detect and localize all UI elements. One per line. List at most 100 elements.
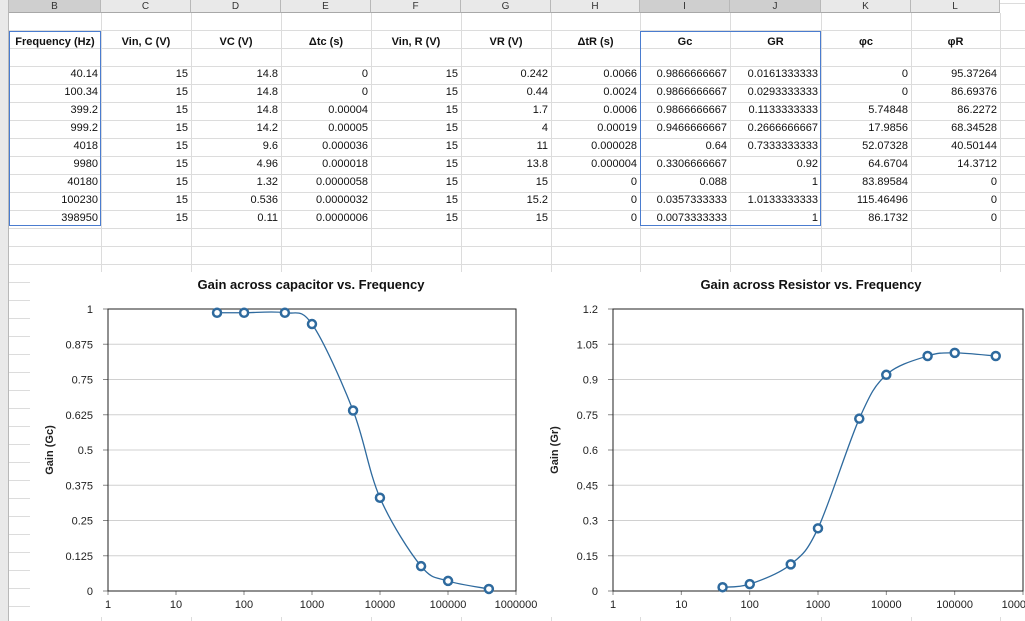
cell[interactable]: 1.7: [532, 104, 548, 116]
cell[interactable]: 1: [811, 212, 818, 224]
cell[interactable]: 40180: [67, 176, 98, 188]
cell[interactable]: 0.00019: [597, 122, 637, 134]
cell[interactable]: 0.2666666667: [747, 122, 818, 134]
header-cell-c[interactable]: Vin, C (V): [121, 36, 171, 48]
cell[interactable]: 0.00004: [328, 104, 368, 116]
cell[interactable]: 15: [445, 140, 458, 152]
cell[interactable]: 0.000036: [322, 140, 368, 152]
cell[interactable]: 0.64: [705, 140, 727, 152]
cell[interactable]: 86.2272: [957, 104, 997, 116]
cell[interactable]: 15: [175, 86, 188, 98]
cell[interactable]: 15: [175, 212, 188, 224]
column-header-i[interactable]: I: [640, 0, 730, 13]
cell[interactable]: 0.9866666667: [656, 104, 727, 116]
cell[interactable]: 0: [990, 176, 997, 188]
cell[interactable]: 0.0000032: [316, 194, 368, 206]
cell[interactable]: 0.000028: [591, 140, 637, 152]
cell[interactable]: 0: [630, 194, 637, 206]
cell[interactable]: 14.3712: [957, 158, 997, 170]
cell[interactable]: 0: [990, 194, 997, 206]
cell[interactable]: 0: [361, 86, 368, 98]
column-header-b[interactable]: B: [9, 0, 101, 13]
cell[interactable]: 15: [445, 104, 458, 116]
cell[interactable]: 15: [175, 176, 188, 188]
cell[interactable]: 14.8: [256, 104, 278, 116]
header-cell-f[interactable]: Vin, R (V): [391, 36, 441, 48]
cell[interactable]: 0.92: [796, 158, 818, 170]
cell[interactable]: 40.50144: [951, 140, 997, 152]
cell[interactable]: 64.6704: [868, 158, 908, 170]
cell[interactable]: 15: [445, 122, 458, 134]
cell[interactable]: 0: [630, 212, 637, 224]
cell[interactable]: 115.46496: [856, 194, 908, 206]
cell[interactable]: 0: [361, 68, 368, 80]
header-cell-e[interactable]: Δtc (s): [308, 36, 344, 48]
cell[interactable]: 15: [445, 194, 458, 206]
cell[interactable]: 15: [175, 122, 188, 134]
cell[interactable]: 4.96: [256, 158, 278, 170]
cell[interactable]: 9980: [73, 158, 98, 170]
row-header-gutter[interactable]: [0, 0, 9, 621]
cell[interactable]: 0.0000006: [316, 212, 368, 224]
cell[interactable]: 17.9856: [868, 122, 908, 134]
cell[interactable]: 0.088: [699, 176, 727, 188]
cell[interactable]: 15: [445, 176, 458, 188]
cell[interactable]: 1.32: [256, 176, 278, 188]
cell[interactable]: 0: [901, 86, 908, 98]
header-cell-l[interactable]: φR: [947, 36, 964, 48]
cell[interactable]: 15: [175, 104, 188, 116]
cell[interactable]: 4: [541, 122, 548, 134]
cell[interactable]: 100230: [61, 194, 98, 206]
cell[interactable]: 95.37264: [951, 68, 997, 80]
cell[interactable]: 0.0024: [603, 86, 637, 98]
cell[interactable]: 5.74848: [868, 104, 908, 116]
cell[interactable]: 1.0133333333: [747, 194, 818, 206]
cell[interactable]: 0.536: [250, 194, 278, 206]
cell[interactable]: 15: [445, 158, 458, 170]
cell[interactable]: 398950: [61, 212, 98, 224]
header-cell-j[interactable]: GR: [767, 36, 784, 48]
chart-capacitor[interactable]: Gain across capacitor vs. Frequency 0 0.1…: [30, 272, 550, 617]
cell[interactable]: 15: [535, 212, 548, 224]
cell[interactable]: 0: [630, 176, 637, 188]
cell[interactable]: 0.0293333333: [747, 86, 818, 98]
column-header-l[interactable]: L: [911, 0, 1000, 13]
cell[interactable]: 0.9466666667: [656, 122, 727, 134]
cell[interactable]: 0.44: [526, 86, 548, 98]
cell[interactable]: 0.0006: [603, 104, 637, 116]
cell[interactable]: 15: [175, 194, 188, 206]
cell[interactable]: 0: [990, 212, 997, 224]
cell[interactable]: 0.000018: [322, 158, 368, 170]
column-header-f[interactable]: F: [371, 0, 461, 13]
cell[interactable]: 68.34528: [951, 122, 997, 134]
cell[interactable]: 14.2: [256, 122, 278, 134]
cell[interactable]: 14.8: [256, 68, 278, 80]
cell[interactable]: 15: [175, 68, 188, 80]
cell[interactable]: 0.0161333333: [747, 68, 818, 80]
cell[interactable]: 0.242: [520, 68, 548, 80]
cell[interactable]: 15: [175, 158, 188, 170]
cell[interactable]: 0.00005: [328, 122, 368, 134]
cell[interactable]: 999.2: [70, 122, 98, 134]
cell[interactable]: 4018: [73, 140, 98, 152]
column-header-e[interactable]: E: [281, 0, 371, 13]
cell[interactable]: 14.8: [256, 86, 278, 98]
column-header-d[interactable]: D: [191, 0, 281, 13]
cell[interactable]: 0.0066: [603, 68, 637, 80]
column-header-k[interactable]: K: [821, 0, 911, 13]
header-cell-g[interactable]: VR (V): [489, 36, 523, 48]
cell[interactable]: 0.0357333333: [656, 194, 727, 206]
cell[interactable]: 15: [445, 86, 458, 98]
cell[interactable]: 15: [535, 176, 548, 188]
cell[interactable]: 86.69376: [951, 86, 997, 98]
chart-resistor[interactable]: Gain across Resistor vs. Frequency 0 0.15…: [545, 272, 1025, 617]
header-cell-b[interactable]: Frequency (Hz): [15, 36, 95, 48]
cell[interactable]: 0.0000058: [316, 176, 368, 188]
column-header-g[interactable]: G: [461, 0, 551, 13]
header-cell-d[interactable]: VC (V): [219, 36, 253, 48]
column-header-c[interactable]: C: [101, 0, 191, 13]
cell[interactable]: 86.1732: [868, 212, 908, 224]
cell[interactable]: 15: [445, 68, 458, 80]
cell[interactable]: 13.8: [526, 158, 548, 170]
cell[interactable]: 9.6: [262, 140, 278, 152]
